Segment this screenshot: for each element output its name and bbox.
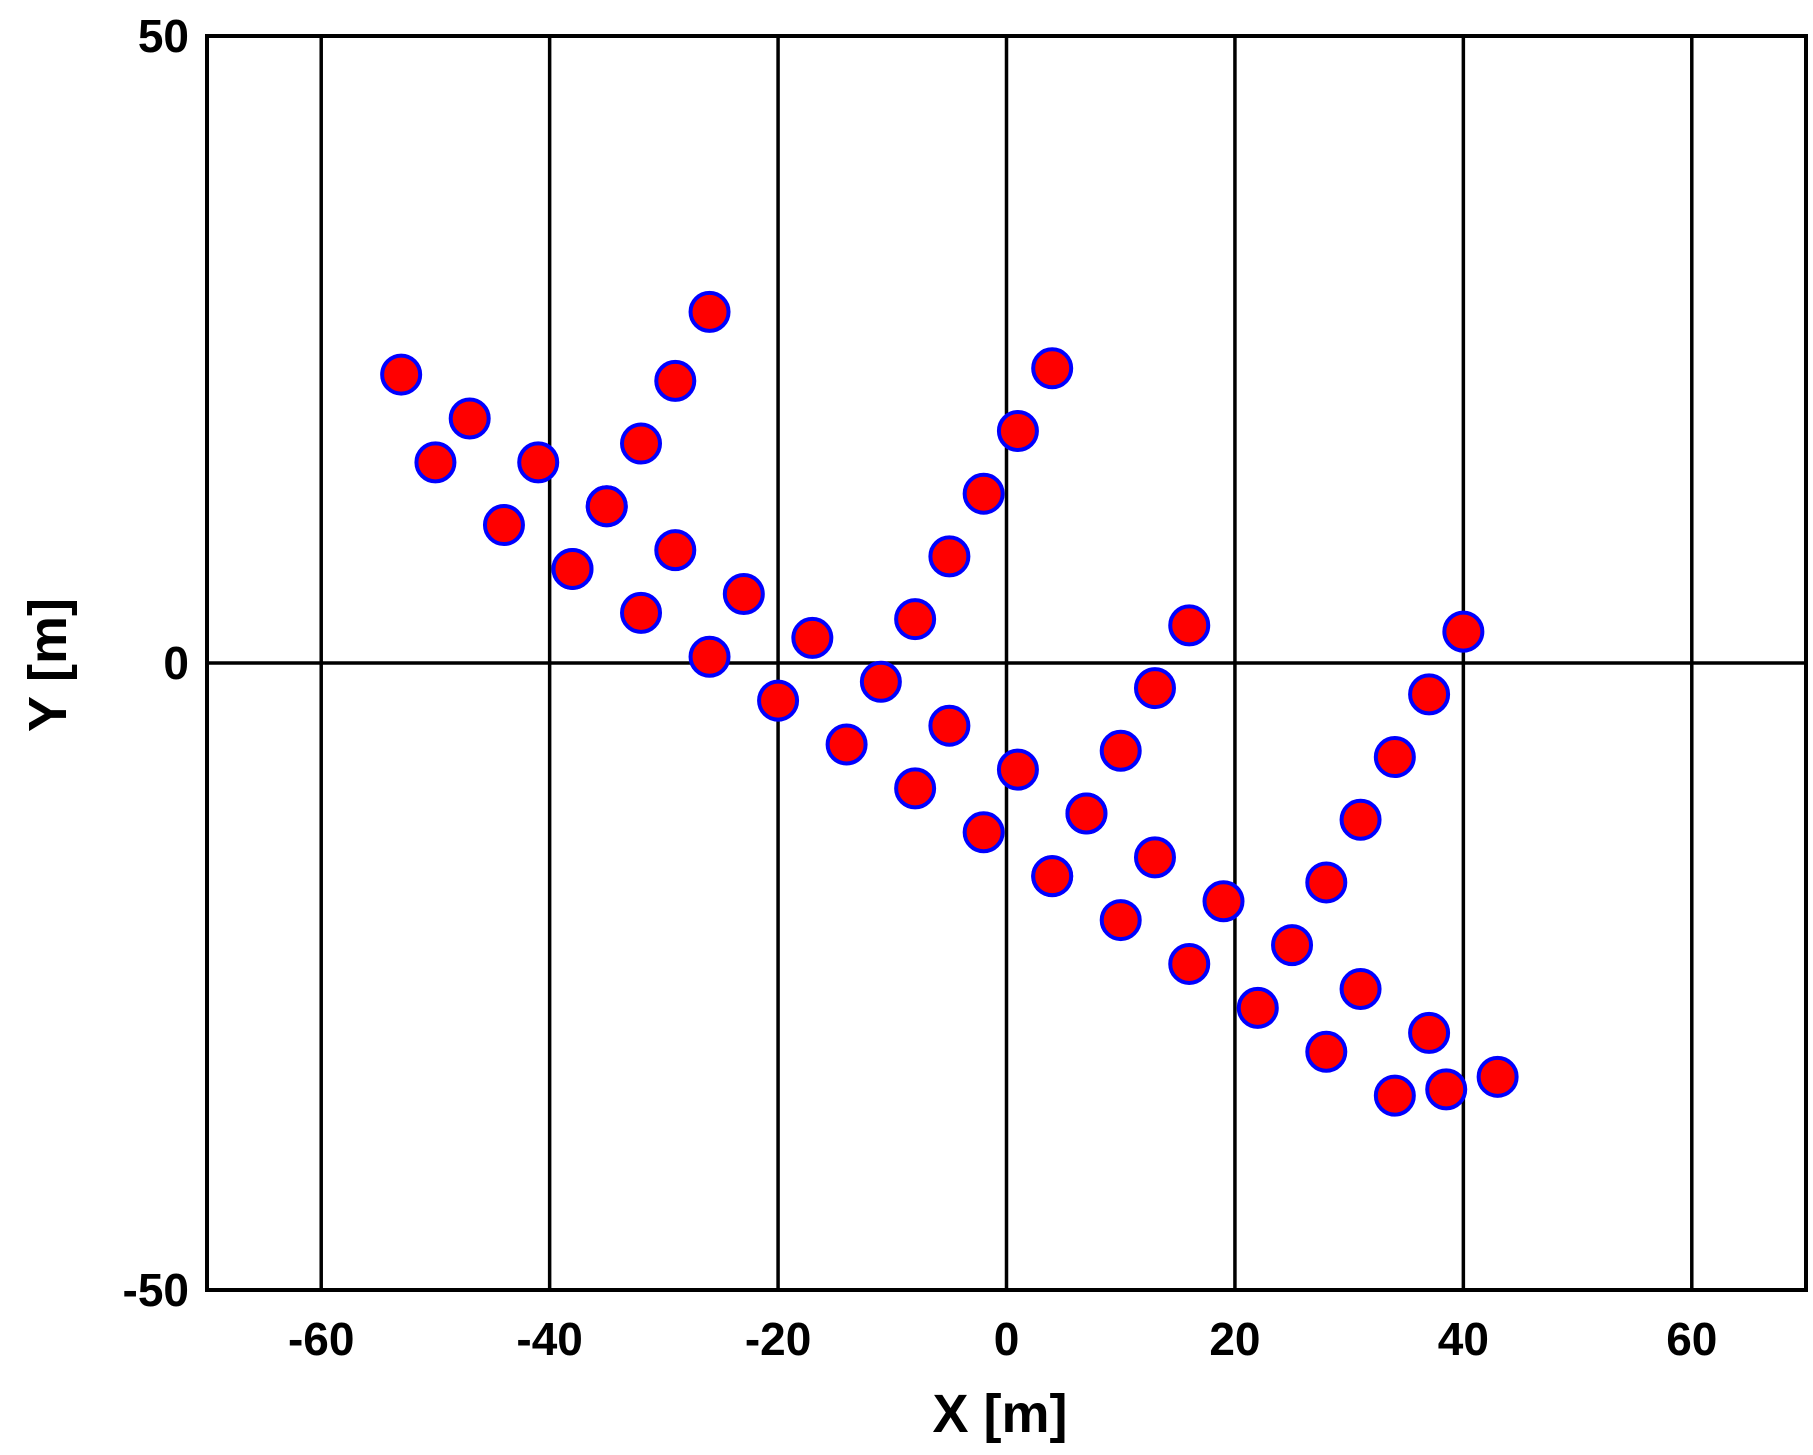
data-point bbox=[482, 504, 525, 547]
axes-box bbox=[205, 34, 1808, 1292]
y-tick-label: 50 bbox=[138, 10, 189, 62]
x-axis-label: X [m] bbox=[933, 1384, 1068, 1444]
data-point bbox=[962, 472, 1005, 515]
data-point bbox=[859, 660, 902, 703]
data-point bbox=[928, 535, 971, 578]
data-points bbox=[380, 290, 1519, 1117]
data-point bbox=[894, 767, 937, 810]
data-point bbox=[1271, 924, 1314, 967]
data-point bbox=[722, 573, 765, 616]
data-point bbox=[996, 748, 1039, 791]
data-point bbox=[894, 598, 937, 641]
x-tick-label: -60 bbox=[288, 1313, 354, 1365]
x-tick-label: 20 bbox=[1209, 1313, 1260, 1365]
x-tick-label: -20 bbox=[745, 1313, 811, 1365]
x-tick-label: 0 bbox=[994, 1313, 1020, 1365]
y-tick-label: -50 bbox=[123, 1264, 189, 1316]
data-point bbox=[1031, 855, 1074, 898]
data-point bbox=[1099, 899, 1142, 942]
data-point bbox=[996, 410, 1039, 453]
data-point bbox=[1408, 1011, 1451, 1054]
data-point bbox=[1099, 729, 1142, 772]
data-point bbox=[962, 811, 1005, 854]
y-axis-label: Y [m] bbox=[18, 598, 78, 732]
data-point bbox=[654, 529, 697, 572]
data-point bbox=[1133, 667, 1176, 710]
data-point bbox=[1065, 792, 1108, 835]
data-point bbox=[1339, 968, 1382, 1011]
y-tick-label: 0 bbox=[163, 637, 189, 689]
data-point bbox=[1305, 1030, 1348, 1073]
data-point bbox=[1373, 1074, 1416, 1117]
data-point bbox=[688, 290, 731, 333]
data-point bbox=[1408, 673, 1451, 716]
data-point bbox=[380, 353, 423, 396]
data-point bbox=[757, 679, 800, 722]
x-tick-label: 60 bbox=[1666, 1313, 1717, 1365]
data-point bbox=[1476, 1055, 1519, 1098]
x-tick-label: -40 bbox=[516, 1313, 582, 1365]
data-point bbox=[448, 397, 491, 440]
x-tick-label: 40 bbox=[1438, 1313, 1489, 1365]
data-point bbox=[1236, 986, 1279, 1029]
data-point bbox=[1425, 1068, 1468, 1111]
plot-frame bbox=[205, 34, 1808, 1292]
data-point bbox=[1133, 836, 1176, 879]
data-point bbox=[654, 359, 697, 402]
data-point bbox=[620, 591, 663, 634]
data-point bbox=[1305, 861, 1348, 904]
data-point bbox=[1168, 942, 1211, 985]
data-point bbox=[1202, 880, 1245, 923]
tick-labels: -60 -40 -20 0 20 40 60 -50 0 50 bbox=[123, 10, 1718, 1365]
data-point bbox=[688, 635, 731, 678]
data-point bbox=[1031, 347, 1074, 390]
data-point bbox=[1442, 610, 1485, 653]
data-point bbox=[1168, 604, 1211, 647]
data-point bbox=[1339, 798, 1382, 841]
data-point bbox=[414, 441, 457, 484]
data-point bbox=[825, 723, 868, 766]
data-point bbox=[620, 422, 663, 465]
data-point bbox=[791, 616, 834, 659]
grid-lines bbox=[207, 34, 1806, 1292]
data-point bbox=[551, 547, 594, 590]
data-point bbox=[585, 485, 628, 528]
data-point bbox=[1373, 736, 1416, 779]
data-point bbox=[928, 704, 971, 747]
data-point bbox=[517, 441, 560, 484]
